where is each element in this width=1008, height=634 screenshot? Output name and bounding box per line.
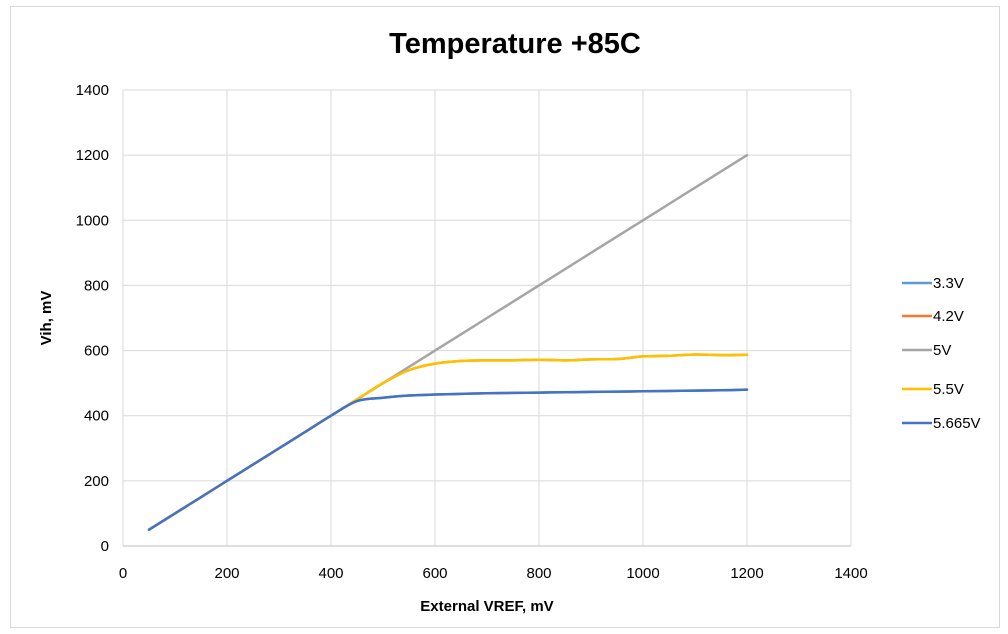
chart-title: Temperature +85C xyxy=(389,28,641,60)
legend-label: 5.665V xyxy=(933,415,981,432)
grid xyxy=(122,89,852,547)
y-tick-label: 1400 xyxy=(76,82,109,99)
legend-label: 3.3V xyxy=(933,275,964,292)
y-tick-label: 800 xyxy=(84,277,109,294)
x-tick-label: 200 xyxy=(214,565,239,582)
y-tick-label: 0 xyxy=(101,538,109,555)
x-tick-labels: 0 200 400 600 800 1000 1200 1400 xyxy=(119,565,868,582)
y-tick-label: 1200 xyxy=(76,147,109,164)
x-tick-label: 1000 xyxy=(626,565,659,582)
legend-label: 5V xyxy=(933,342,951,359)
x-tick-label: 1200 xyxy=(730,565,763,582)
series-lines xyxy=(147,153,749,531)
series-line-4-2v xyxy=(147,353,749,531)
y-tick-labels: 0 200 400 600 800 1000 1200 1400 xyxy=(76,82,109,555)
legend-label: 5.5V xyxy=(933,381,964,398)
y-tick-label: 200 xyxy=(84,473,109,490)
x-axis-title: External VREF, mV xyxy=(420,598,553,615)
legend: 3.3V 4.2V 5V 5.5V 5.665V xyxy=(902,275,981,432)
legend-label: 4.2V xyxy=(933,308,964,325)
y-tick-label: 1000 xyxy=(76,212,109,229)
y-tick-label: 600 xyxy=(84,343,109,360)
x-tick-label: 1400 xyxy=(834,565,867,582)
x-tick-label: 600 xyxy=(422,565,447,582)
x-tick-label: 800 xyxy=(526,565,551,582)
y-tick-label: 400 xyxy=(84,408,109,425)
series-line-5-5v xyxy=(147,353,749,531)
series-line-3-3v xyxy=(147,388,749,531)
series-line-5-665v xyxy=(147,388,749,531)
x-tick-label: 0 xyxy=(119,565,127,582)
x-tick-label: 400 xyxy=(318,565,343,582)
chart-frame xyxy=(10,6,1000,628)
y-axis-title: Vih, mV xyxy=(38,291,55,346)
